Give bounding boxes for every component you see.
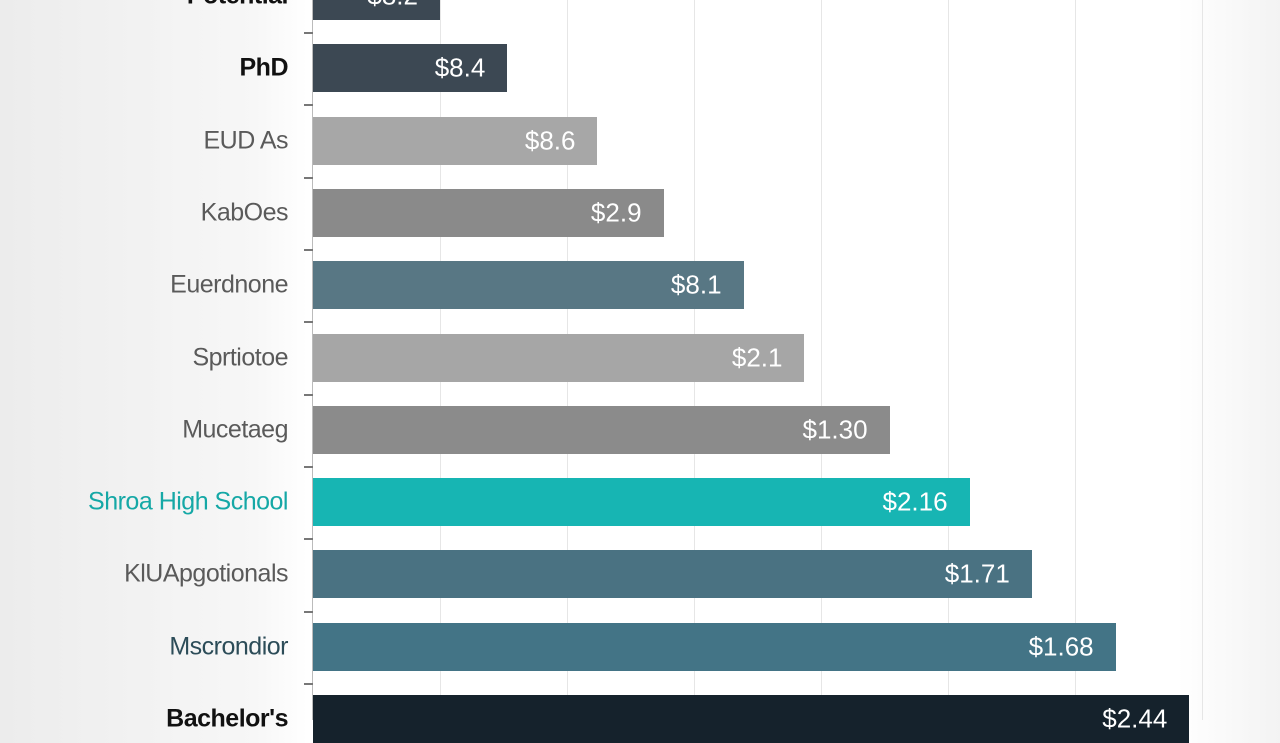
gridline bbox=[948, 0, 949, 720]
bar bbox=[313, 44, 508, 93]
bar bbox=[313, 622, 1116, 671]
value-label: $1.30 bbox=[802, 414, 868, 445]
bar bbox=[313, 478, 970, 527]
category-label: Sprtiotoe bbox=[192, 343, 288, 371]
y-axis-line bbox=[312, 0, 313, 720]
value-label: $1.68 bbox=[1028, 631, 1094, 662]
category-label: Bachelor's bbox=[166, 704, 288, 733]
category-label: KabOes bbox=[200, 198, 289, 227]
y-tick bbox=[304, 176, 313, 179]
y-tick bbox=[304, 321, 313, 324]
category-label: Mucetaeg bbox=[182, 415, 288, 444]
value-label: $8.4 bbox=[434, 52, 486, 83]
bar bbox=[313, 0, 440, 20]
value-label: $8.2 bbox=[367, 0, 418, 12]
value-label: $8.1 bbox=[670, 269, 722, 300]
category-label: Potential bbox=[187, 0, 289, 11]
bar bbox=[313, 116, 598, 165]
y-tick bbox=[304, 104, 313, 107]
bar bbox=[313, 188, 664, 237]
value-label: $1.71 bbox=[944, 558, 1010, 589]
value-label: $2.1 bbox=[731, 342, 783, 372]
y-tick bbox=[304, 465, 313, 468]
y-tick bbox=[304, 538, 313, 541]
category-label: Euerdnone bbox=[170, 270, 288, 299]
value-label: $8.6 bbox=[524, 125, 576, 156]
bar bbox=[313, 405, 890, 454]
category-label: PhD bbox=[239, 53, 289, 82]
bar bbox=[313, 695, 1190, 743]
gridline bbox=[821, 0, 822, 720]
category-label: KlUApgotionals bbox=[124, 559, 288, 588]
bar bbox=[313, 261, 744, 310]
value-label: $2.16 bbox=[882, 486, 948, 517]
bar-chart: Potential $8.2 PhD $8.4 EUD As $8.6 KabOes $2.9… bbox=[88, 0, 1203, 743]
y-tick bbox=[304, 249, 313, 252]
bar bbox=[313, 333, 805, 382]
value-label: $2.44 bbox=[1102, 703, 1168, 734]
y-tick bbox=[304, 682, 313, 685]
value-label: $2.9 bbox=[590, 197, 642, 228]
gridline bbox=[1202, 0, 1203, 720]
y-tick bbox=[304, 610, 313, 613]
category-label: Mscrondior bbox=[169, 632, 288, 661]
category-label: EUD As bbox=[203, 126, 288, 155]
y-tick bbox=[304, 32, 313, 35]
bar bbox=[313, 550, 1032, 599]
y-tick bbox=[304, 393, 313, 396]
gridline bbox=[1075, 0, 1076, 720]
category-label: Shroa High School bbox=[88, 487, 288, 516]
